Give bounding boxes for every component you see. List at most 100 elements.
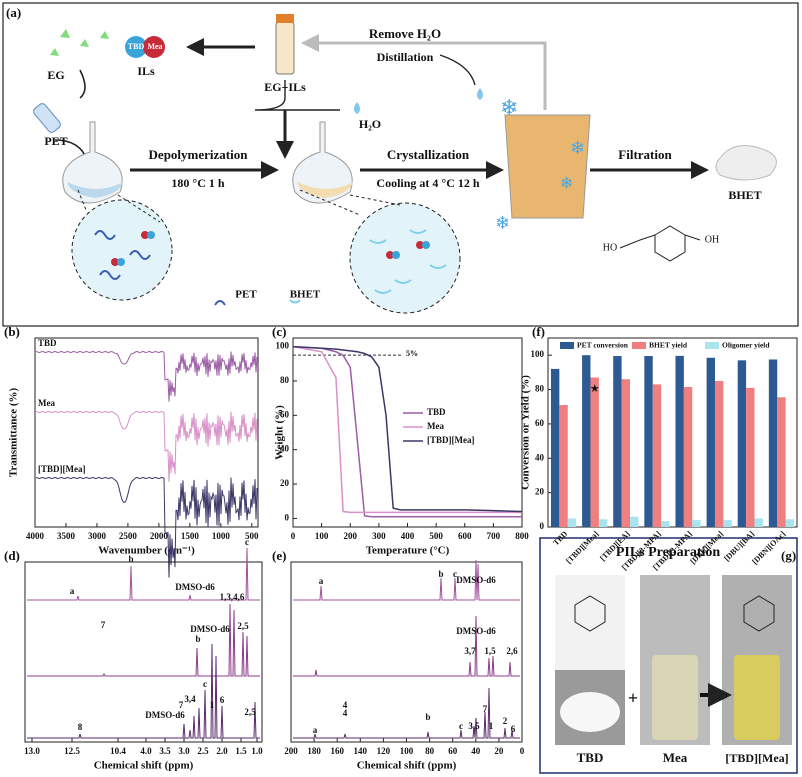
peak-label: 2	[503, 716, 508, 726]
peak-label: 2,6	[506, 646, 518, 656]
peak-label: 7	[179, 700, 184, 710]
peak-label: c	[453, 569, 457, 579]
y-tick-label: 80	[280, 375, 290, 385]
peak-label: DMSO-d6	[456, 626, 496, 636]
peak-label: a	[319, 576, 324, 586]
bar	[590, 377, 599, 527]
x-axis-label: Wavenumber (cm⁻¹)	[98, 545, 195, 557]
label: EG	[47, 68, 64, 82]
label: H₂O	[359, 117, 381, 131]
nmr-trace	[293, 615, 520, 677]
label: Remove H₂O	[369, 26, 441, 41]
peak-label: c	[459, 721, 463, 731]
y-tick-label: 60	[535, 418, 545, 428]
trace-label: [TBD][Mea]	[38, 464, 85, 474]
bar	[661, 520, 670, 527]
ftir-trace	[35, 476, 258, 578]
bar	[746, 387, 755, 527]
annotation: 5%	[406, 349, 418, 358]
peak-label: 6	[220, 695, 225, 705]
peak-label: 8	[78, 722, 83, 732]
label: Mea	[147, 42, 162, 51]
x-tick-label: TBD	[551, 529, 569, 547]
nmr-trace	[293, 687, 520, 739]
x-tick-label: 100	[315, 531, 329, 541]
annotation: ★	[590, 383, 600, 395]
peak-label: 7	[483, 704, 488, 714]
y-axis-label: Weight (%)	[274, 405, 286, 460]
x-tick-label: [TBD][Mea]	[564, 529, 600, 565]
y-tick-label: 40	[280, 444, 290, 454]
x-tick-label: 500	[245, 531, 259, 541]
x-tick-label: 13.0	[24, 746, 40, 756]
bar	[630, 516, 639, 527]
label: Cooling at 4 °C 12 h	[376, 176, 479, 190]
trace-label: TBD	[38, 338, 57, 348]
peak-label: 1,3,4,6	[220, 592, 245, 602]
svg-text:❄: ❄	[495, 213, 510, 233]
bar	[567, 518, 577, 527]
tga-line	[292, 345, 522, 514]
x-tick-label: 1.0	[251, 746, 263, 756]
svg-text:❄: ❄	[570, 138, 585, 158]
tga-line	[292, 345, 522, 518]
x-tick-label: 500	[429, 531, 443, 541]
bar	[683, 386, 693, 527]
bar	[768, 359, 778, 527]
x-tick-label: 800	[515, 531, 529, 541]
label: Depolymerization	[149, 147, 249, 162]
y-tick-label: 0	[540, 521, 545, 531]
bar	[692, 520, 701, 527]
legend-swatch	[560, 342, 574, 349]
panel-label: (g)	[781, 548, 796, 563]
tga-line	[292, 345, 523, 513]
peak-label: b	[438, 569, 443, 579]
bar	[714, 380, 724, 527]
label: Crystallization	[387, 147, 470, 162]
legend-swatch	[632, 342, 646, 349]
legend-label: PET conversion	[577, 341, 629, 350]
label: Filtration	[618, 147, 672, 162]
bar	[582, 355, 591, 527]
y-tick-label: 40	[535, 452, 545, 462]
x-tick-label: 300	[372, 531, 386, 541]
peak-label: 3,7	[464, 646, 476, 656]
bar	[559, 405, 568, 527]
scheme-art: ❄ ❄ ❄ ❄	[33, 14, 777, 314]
x-tick-label: 600	[458, 531, 472, 541]
peak-label: 2,5	[237, 621, 249, 631]
peak-label: c	[203, 679, 207, 689]
label: TBD	[128, 42, 145, 51]
bar	[652, 384, 662, 527]
peak-label: DMSO-d6	[456, 575, 496, 585]
bar	[621, 379, 631, 527]
plot-frame	[292, 337, 523, 528]
label: BHET	[728, 188, 761, 202]
x-tick-label: 1.5	[235, 746, 247, 756]
x-tick-label: 120	[377, 746, 391, 756]
x-tick-label: 700	[487, 531, 501, 541]
peak-label: 3,5	[468, 721, 480, 731]
x-tick-label: 160	[330, 746, 344, 756]
x-tick-label: 0	[291, 531, 296, 541]
panel-label: (f)	[532, 324, 545, 339]
label: 180 °C 1 h	[171, 176, 224, 190]
bar	[706, 357, 715, 527]
pils-art	[555, 575, 792, 745]
label: BHET	[290, 289, 321, 301]
label: OH	[705, 234, 719, 245]
peak-label: DMSO-d6	[175, 582, 215, 592]
pils-title: PILs Preparation	[616, 545, 721, 560]
x-tick-label: 200	[344, 531, 358, 541]
plot-frame	[24, 561, 263, 743]
label: PET	[235, 289, 257, 301]
panel-label: (a)	[6, 5, 21, 20]
x-tick-label: 0	[520, 746, 525, 756]
y-tick-label: 100	[531, 349, 545, 359]
y-tick-label: 0	[285, 512, 290, 522]
peak-label: DMSO-d6	[190, 624, 230, 634]
x-tick-label: 2500	[119, 531, 138, 541]
y-tick-label: 20	[535, 487, 545, 497]
x-axis-label: Temperature (°C)	[366, 545, 450, 557]
plot-frame	[34, 337, 259, 528]
